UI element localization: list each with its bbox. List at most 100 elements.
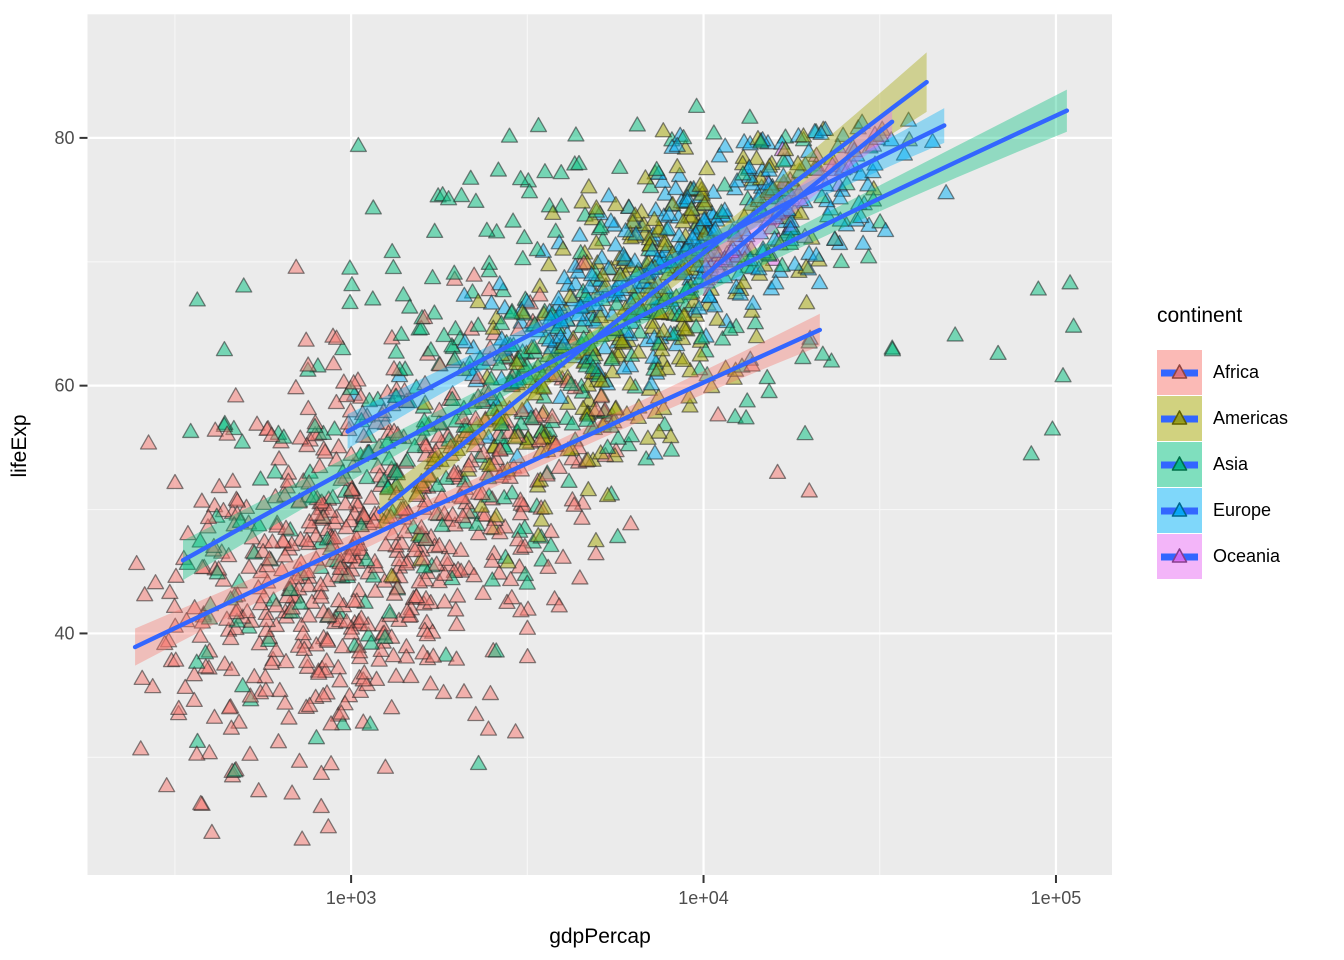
point-asia (705, 124, 723, 140)
point-africa (333, 638, 352, 654)
point-americas (655, 235, 673, 252)
point-americas (743, 302, 761, 318)
point-africa (342, 445, 360, 461)
point-africa (573, 509, 591, 525)
point-asia (412, 319, 430, 336)
point-europe (854, 234, 872, 250)
point-africa (415, 308, 434, 325)
point-asia (334, 339, 352, 356)
point-africa (255, 494, 273, 511)
point-africa (418, 625, 436, 642)
point-asia (482, 370, 500, 386)
point-asia (628, 116, 646, 132)
point-africa (300, 696, 319, 713)
point-asia (611, 158, 629, 175)
point-americas (561, 287, 579, 304)
point-africa (263, 533, 282, 549)
point-africa (412, 519, 431, 535)
point-americas (579, 451, 597, 467)
point-americas (680, 388, 698, 404)
point-africa (476, 506, 494, 522)
point-africa (314, 686, 332, 703)
point-asia (832, 252, 850, 269)
point-africa (287, 379, 305, 395)
point-americas (629, 343, 648, 359)
point-africa (435, 593, 454, 609)
point-asia (215, 340, 234, 357)
point-africa (200, 744, 218, 760)
point-africa (295, 640, 313, 657)
point-africa (327, 329, 346, 345)
point-asia (746, 314, 764, 330)
point-africa (800, 482, 818, 498)
point-americas (481, 456, 499, 473)
point-africa (512, 602, 530, 618)
point-asia (341, 293, 359, 310)
point-asia (446, 350, 464, 366)
point-africa (269, 733, 288, 749)
point-africa (444, 506, 462, 522)
point-asia (726, 407, 744, 424)
point-asia (529, 116, 548, 133)
point-africa (133, 669, 151, 685)
point-asia (383, 242, 401, 259)
point-africa (469, 525, 488, 541)
point-africa (436, 565, 454, 581)
point-africa (467, 705, 485, 722)
point-africa (446, 516, 464, 532)
legend: continent Africa Americas Asia Europe Oceani… (1148, 303, 1338, 579)
point-asia (562, 375, 580, 392)
point-africa (322, 715, 340, 731)
point-africa (262, 426, 281, 443)
point-asia (577, 287, 595, 303)
point-americas (587, 199, 606, 215)
point-americas (747, 327, 766, 344)
legend-label: Africa (1213, 361, 1260, 382)
point-africa (448, 615, 466, 632)
point-asia (492, 314, 511, 331)
point-asia (814, 345, 832, 361)
point-asia (387, 343, 405, 359)
point-asia (360, 391, 379, 408)
point-africa (385, 360, 403, 376)
point-africa (424, 647, 442, 663)
point-africa (300, 607, 318, 623)
point-asia (1043, 420, 1062, 436)
point-asia (813, 187, 831, 204)
point-africa (192, 794, 210, 811)
point-europe (596, 339, 614, 355)
point-asia (445, 264, 463, 280)
point-asia (552, 163, 570, 180)
point-europe (876, 221, 895, 238)
point-africa (136, 586, 154, 602)
point-africa (452, 541, 470, 557)
point-europe (706, 297, 724, 313)
point-africa (227, 604, 245, 620)
point-asia (439, 190, 458, 206)
point-africa (344, 374, 363, 390)
point-africa (276, 547, 294, 563)
point-asia (489, 161, 508, 177)
point-africa (298, 531, 316, 548)
point-africa (367, 413, 385, 430)
point-africa (318, 652, 336, 668)
ci-ribbon-africa (135, 313, 820, 666)
legend-key-europe (1157, 487, 1202, 533)
point-africa (417, 530, 435, 546)
point-africa (383, 525, 402, 541)
point-africa (406, 541, 424, 558)
ci-ribbon-oceania (703, 106, 893, 297)
point-africa (298, 652, 316, 669)
point-asia (291, 594, 310, 610)
point-africa (287, 258, 305, 274)
point-asia (734, 165, 752, 181)
point-americas (540, 256, 558, 272)
point-asia (250, 516, 268, 532)
point-americas (734, 273, 753, 290)
point-africa (518, 647, 537, 664)
point-africa (427, 555, 446, 571)
point-asia (752, 133, 770, 149)
point-africa (206, 421, 224, 437)
point-africa (322, 755, 340, 771)
point-americas (654, 122, 672, 138)
